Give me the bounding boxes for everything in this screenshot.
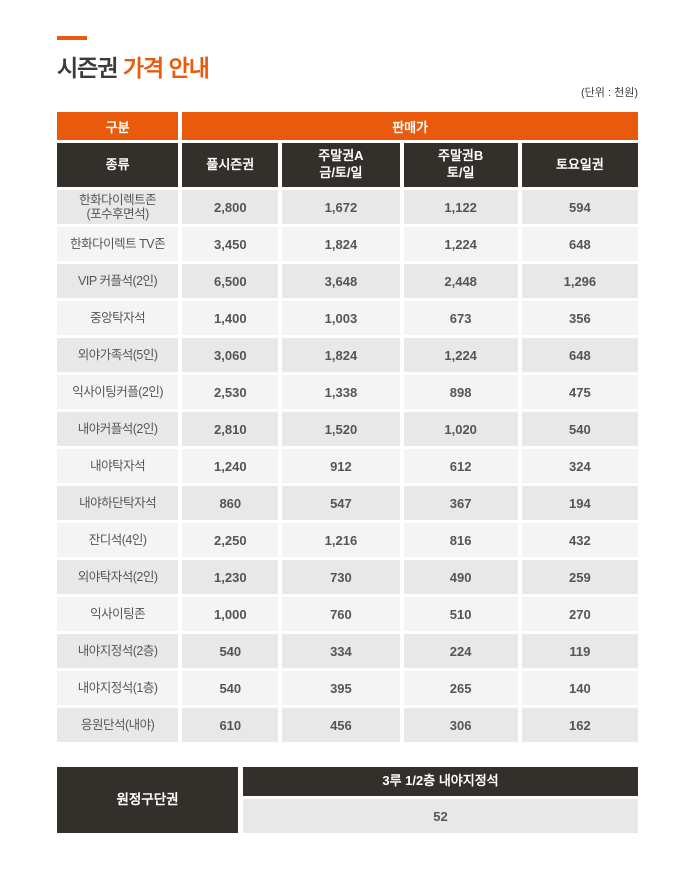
price-cell-weekend-a: 1,824 <box>282 227 400 261</box>
price-cell-full-season: 1,000 <box>182 597 279 631</box>
price-cell-weekend-b: 816 <box>403 523 518 557</box>
price-cell-saturday: 259 <box>521 560 638 594</box>
price-cell-weekend-b: 1,122 <box>403 190 518 224</box>
column-header-weekend-b: 주말권B 토/일 <box>403 143 518 187</box>
price-cell-full-season: 2,810 <box>182 412 279 446</box>
page: 시즌권 가격 안내 (단위 : 천원) 구분 판매가 종류 풀시즌권 주말권A … <box>57 0 638 833</box>
group-header-price: 판매가 <box>182 112 638 140</box>
price-cell-full-season: 2,800 <box>182 190 279 224</box>
price-cell-weekend-a: 1,003 <box>282 301 400 335</box>
title-accent-dash <box>57 36 87 40</box>
price-cell-weekend-a: 1,216 <box>282 523 400 557</box>
seat-name-cell: 내야탁자석 <box>57 449 179 483</box>
price-cell-full-season: 3,060 <box>182 338 279 372</box>
price-cell-full-season: 3,450 <box>182 227 279 261</box>
column-header-type: 종류 <box>57 143 179 187</box>
seat-name-cell: 응원단석(내야) <box>57 708 179 742</box>
price-cell-full-season: 2,530 <box>182 375 279 409</box>
seat-name-cell: 한화다이렉트 TV존 <box>57 227 179 261</box>
price-cell-weekend-a: 456 <box>282 708 400 742</box>
price-cell-saturday: 270 <box>521 597 638 631</box>
price-cell-saturday: 594 <box>521 190 638 224</box>
seat-name-cell: 중앙탁자석 <box>57 301 179 335</box>
away-seat-price: 52 <box>243 799 638 833</box>
price-cell-saturday: 162 <box>521 708 638 742</box>
price-cell-saturday: 540 <box>521 412 638 446</box>
price-cell-saturday: 648 <box>521 227 638 261</box>
price-cell-full-season: 860 <box>182 486 279 520</box>
price-cell-saturday: 648 <box>521 338 638 372</box>
seat-name-cell: 내야지정석(1층) <box>57 671 179 705</box>
season-price-table: 구분 판매가 종류 풀시즌권 주말권A 금/토/일 주말권B 토/일 토요일권 … <box>57 112 638 742</box>
price-cell-full-season: 540 <box>182 634 279 668</box>
price-cell-weekend-a: 730 <box>282 560 400 594</box>
seat-name-cell: 익사이팅존 <box>57 597 179 631</box>
page-title-accent: 가격 안내 <box>122 55 210 81</box>
price-cell-weekend-a: 1,672 <box>282 190 400 224</box>
price-cell-weekend-a: 1,338 <box>282 375 400 409</box>
price-cell-saturday: 1,296 <box>521 264 638 298</box>
price-cell-weekend-b: 2,448 <box>403 264 518 298</box>
unit-note: (단위 : 천원) <box>581 87 638 99</box>
price-cell-weekend-b: 510 <box>403 597 518 631</box>
price-cell-saturday: 432 <box>521 523 638 557</box>
away-seat-header: 3루 1/2층 내야지정석 <box>243 767 638 796</box>
price-cell-saturday: 119 <box>521 634 638 668</box>
price-cell-weekend-a: 912 <box>282 449 400 483</box>
group-header-category: 구분 <box>57 112 179 140</box>
page-title-main: 시즌권 <box>57 55 118 81</box>
price-cell-weekend-b: 673 <box>403 301 518 335</box>
price-cell-full-season: 1,240 <box>182 449 279 483</box>
price-cell-weekend-b: 265 <box>403 671 518 705</box>
price-cell-weekend-b: 1,224 <box>403 338 518 372</box>
price-cell-weekend-a: 547 <box>282 486 400 520</box>
seat-name-cell: 익사이팅커플(2인) <box>57 375 179 409</box>
price-cell-weekend-b: 898 <box>403 375 518 409</box>
seat-name-cell: VIP 커플석(2인) <box>57 264 179 298</box>
price-cell-full-season: 610 <box>182 708 279 742</box>
price-cell-weekend-a: 760 <box>282 597 400 631</box>
price-cell-weekend-b: 490 <box>403 560 518 594</box>
price-cell-full-season: 540 <box>182 671 279 705</box>
seat-name-cell: 외야탁자석(2인) <box>57 560 179 594</box>
seat-name-cell: 내야하단탁자석 <box>57 486 179 520</box>
price-cell-full-season: 6,500 <box>182 264 279 298</box>
seat-name-cell: 한화다이렉트존 (포수후면석) <box>57 190 179 224</box>
seat-name-cell: 외야가족석(5인) <box>57 338 179 372</box>
price-cell-full-season: 1,400 <box>182 301 279 335</box>
page-title: 시즌권 가격 안내 <box>57 49 638 83</box>
price-cell-full-season: 2,250 <box>182 523 279 557</box>
price-cell-weekend-b: 1,224 <box>403 227 518 261</box>
price-cell-saturday: 194 <box>521 486 638 520</box>
price-cell-weekend-a: 3,648 <box>282 264 400 298</box>
away-ticket-label: 원정구단권 <box>57 767 238 833</box>
column-header-weekend-a: 주말권A 금/토/일 <box>282 143 400 187</box>
seat-name-cell: 내야지정석(2층) <box>57 634 179 668</box>
price-cell-weekend-b: 306 <box>403 708 518 742</box>
away-team-section: 원정구단권 3루 1/2층 내야지정석 52 <box>57 767 638 833</box>
price-cell-weekend-a: 334 <box>282 634 400 668</box>
price-cell-weekend-a: 1,824 <box>282 338 400 372</box>
seat-name-cell: 잔디석(4인) <box>57 523 179 557</box>
price-cell-weekend-b: 367 <box>403 486 518 520</box>
price-cell-weekend-a: 395 <box>282 671 400 705</box>
seat-name-cell: 내야커플석(2인) <box>57 412 179 446</box>
price-cell-weekend-b: 612 <box>403 449 518 483</box>
price-cell-saturday: 324 <box>521 449 638 483</box>
price-cell-weekend-b: 1,020 <box>403 412 518 446</box>
price-cell-weekend-b: 224 <box>403 634 518 668</box>
column-header-full-season: 풀시즌권 <box>182 143 279 187</box>
price-cell-full-season: 1,230 <box>182 560 279 594</box>
price-cell-saturday: 475 <box>521 375 638 409</box>
price-cell-weekend-a: 1,520 <box>282 412 400 446</box>
price-cell-saturday: 356 <box>521 301 638 335</box>
price-cell-saturday: 140 <box>521 671 638 705</box>
column-header-saturday: 토요일권 <box>521 143 638 187</box>
